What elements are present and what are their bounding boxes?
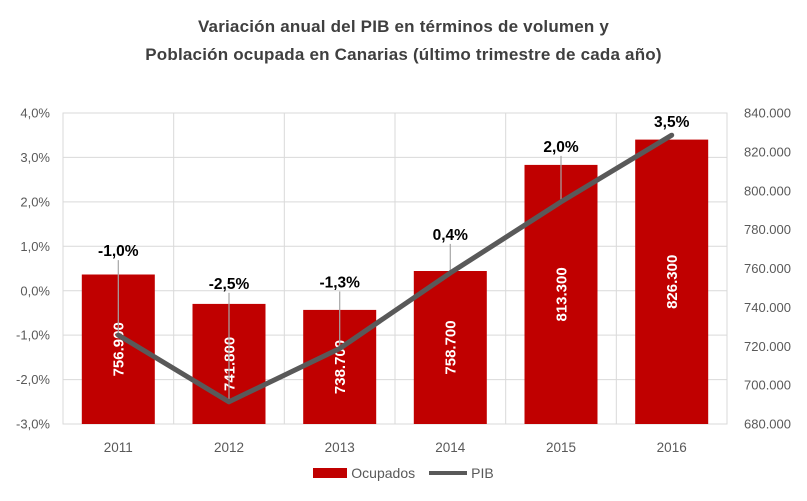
- legend-pib-label: PIB: [471, 465, 494, 481]
- bar-2015: [524, 164, 598, 424]
- x-axis-label: 2012: [214, 440, 244, 455]
- legend-ocupados-swatch: [313, 468, 348, 478]
- right-axis-tick: 780.000: [744, 222, 791, 237]
- x-axis-label: 2011: [104, 440, 133, 455]
- x-axis-label: 2014: [435, 440, 466, 455]
- x-axis-label: 2015: [546, 440, 576, 455]
- right-axis-tick: 800.000: [744, 183, 791, 198]
- pib-label-2014: 0,4%: [433, 227, 469, 244]
- left-axis-tick: 2,0%: [20, 194, 50, 209]
- left-axis-tick: -3,0%: [16, 417, 50, 432]
- legend-ocupados-label: Ocupados: [351, 465, 416, 481]
- right-axis-tick: 700.000: [744, 378, 791, 393]
- bar-label-2013: 738.700: [332, 340, 349, 394]
- pib-label-2012: -2,5%: [209, 276, 250, 293]
- x-axis-label: 2016: [657, 440, 687, 455]
- left-axis-tick: 1,0%: [20, 239, 50, 254]
- right-axis-tick: 720.000: [744, 339, 791, 354]
- left-axis-tick: -2,0%: [16, 372, 50, 387]
- right-axis-tick: 820.000: [744, 144, 791, 159]
- bar-label-2011: 756.900: [111, 322, 128, 376]
- left-axis-tick: 0,0%: [20, 283, 50, 298]
- bar-2014: [413, 271, 487, 424]
- pib-label-2015: 2,0%: [543, 139, 579, 156]
- left-axis-tick: 3,0%: [20, 150, 50, 165]
- pib-label-2013: -1,3%: [319, 275, 360, 292]
- left-axis-tick: -1,0%: [16, 328, 50, 343]
- chart-title-line2: Población ocupada en Canarias (último tr…: [145, 45, 662, 64]
- pib-label-2016: 3,5%: [654, 114, 690, 131]
- bar-label-2016: 826.300: [664, 255, 681, 309]
- legend-pib-swatch: [429, 471, 468, 475]
- right-axis-tick: 840.000: [744, 106, 791, 121]
- legend: Ocupados PIB: [0, 465, 807, 481]
- chart-title: Variación anual del PIB en términos de v…: [0, 13, 807, 69]
- right-axis-tick: 740.000: [744, 300, 791, 315]
- plot-border: [62, 112, 728, 425]
- left-axis-tick: 4,0%: [20, 106, 50, 121]
- x-axis-label: 2013: [325, 440, 355, 455]
- right-axis-tick: 680.000: [744, 417, 791, 432]
- pib-label-2011: -1,0%: [98, 243, 139, 260]
- bar-label-2014: 758.700: [443, 320, 460, 374]
- pib-line: [115, 132, 675, 405]
- chart-title-line1: Variación anual del PIB en términos de v…: [197, 17, 610, 36]
- right-axis-tick: 760.000: [744, 261, 791, 276]
- bar-label-2012: 741.800: [221, 337, 238, 391]
- bar-2016: [635, 139, 709, 424]
- bar-label-2015: 813.300: [553, 267, 570, 321]
